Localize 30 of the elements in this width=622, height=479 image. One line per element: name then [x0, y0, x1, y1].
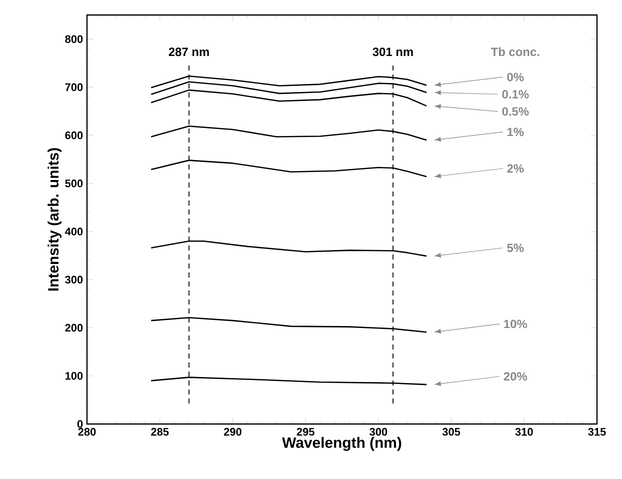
y-tick-label: 800	[65, 35, 83, 43]
y-tick-label: 100	[65, 372, 83, 380]
x-tick-label: 285	[151, 428, 169, 436]
x-tick-label: 290	[224, 428, 242, 436]
y-tick-label: 600	[65, 131, 83, 140]
text: 0%	[507, 72, 524, 82]
text: 0.1%	[502, 90, 529, 98]
y-tick-label: 500	[65, 180, 83, 188]
y-tick-label: 700	[65, 83, 83, 92]
x-tick-label: 310	[515, 428, 533, 436]
ref-line-label: 301 nm	[372, 48, 413, 56]
x-tick-label: 295	[296, 428, 314, 436]
text: 20%	[504, 372, 528, 381]
text: 0.5%	[502, 107, 529, 116]
y-tick-label: 400	[64, 228, 83, 236]
y-tick-label: 300	[65, 276, 83, 284]
x-tick-label: 305	[442, 428, 460, 436]
text: 10%	[504, 320, 528, 328]
x-axis-title: Wavelength (nm)	[282, 436, 402, 451]
text: 1%	[508, 128, 524, 136]
y-axis-title: Intensity (arb. units)	[48, 148, 62, 291]
y-tick-label: 0	[77, 420, 83, 428]
x-tick-label: 315	[588, 428, 606, 436]
x-tick-label: 300	[370, 428, 388, 436]
y-tick-label: 200	[65, 324, 83, 332]
x-tick-label: 280	[78, 428, 96, 436]
text: 5%	[507, 244, 524, 252]
text: 2%	[507, 164, 524, 173]
ref-line-label: 287 nm	[168, 48, 209, 56]
legend-title: Tb conc.	[490, 47, 540, 56]
